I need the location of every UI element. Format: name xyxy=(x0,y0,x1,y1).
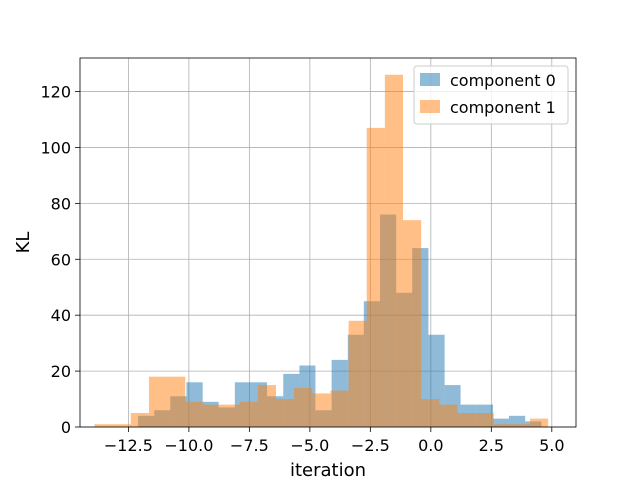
legend-box xyxy=(413,65,569,125)
y-tick-label-4: 80 xyxy=(51,194,71,213)
bar-component-1-4 xyxy=(203,404,222,427)
x-axis-label: iteration xyxy=(290,460,366,480)
bar-component-1-13 xyxy=(366,127,385,428)
x-tick-label-3: −5.0 xyxy=(290,436,329,455)
legend-label-component-0: component 0 xyxy=(450,71,556,90)
bar-component-1-6 xyxy=(239,401,258,427)
y-tick-label-1: 20 xyxy=(51,362,71,381)
bar-component-1-20 xyxy=(493,424,512,427)
bar-component-1-12 xyxy=(348,320,367,427)
x-tick-label-5: 0.0 xyxy=(418,436,443,455)
bar-component-1-14 xyxy=(384,74,404,427)
bar-component-1-0 xyxy=(94,424,131,427)
legend-swatch-component-0 xyxy=(420,73,440,86)
legend-swatch-component-1 xyxy=(420,100,440,113)
bar-component-1-19 xyxy=(475,413,494,427)
bar-component-1-11 xyxy=(330,390,349,427)
bar-component-0-23 xyxy=(508,415,526,427)
x-tick-label-6: 2.5 xyxy=(479,436,504,455)
bar-component-1-1 xyxy=(130,413,149,427)
legend-label-component-1: component 1 xyxy=(450,98,556,117)
axes-frame xyxy=(79,57,577,428)
x-tick-label-1: −10.0 xyxy=(164,436,213,455)
legend: component 0 component 1 xyxy=(413,65,569,125)
bar-component-1-8 xyxy=(275,399,295,427)
bar-component-1-16 xyxy=(421,399,440,427)
bar-component-1-10 xyxy=(312,393,331,427)
bar-component-1-17 xyxy=(439,404,458,427)
x-tick-label-2: −7.5 xyxy=(230,436,269,455)
y-tick-label-6: 120 xyxy=(40,83,71,102)
y-tick-label-2: 40 xyxy=(51,306,71,325)
bar-component-0-22 xyxy=(493,418,509,427)
bar-component-1-22 xyxy=(530,418,549,427)
bars xyxy=(94,74,549,428)
y-axis-label: KL xyxy=(13,232,34,254)
bar-component-1-21 xyxy=(511,424,531,427)
y-tick-label-3: 60 xyxy=(51,250,71,269)
bar-component-1-7 xyxy=(257,385,276,427)
x-tick-label-0: −12.5 xyxy=(104,436,153,455)
bar-component-1-9 xyxy=(294,387,313,427)
bar-component-1-18 xyxy=(457,413,476,427)
ticks: −12.5 −10.0 −7.5 −5.0 −2.5 0.0 2.5 5.0 0 20 40 60 80… xyxy=(40,83,564,455)
y-tick-label-5: 100 xyxy=(40,138,71,157)
bar-component-1-3 xyxy=(185,401,204,427)
y-tick-label-0: 0 xyxy=(61,418,71,437)
bar-component-1-15 xyxy=(403,220,422,427)
x-tick-label-4: −2.5 xyxy=(351,436,390,455)
bar-component-1-5 xyxy=(221,404,240,427)
bar-component-1-2 xyxy=(148,376,186,427)
x-tick-label-7: 5.0 xyxy=(539,436,564,455)
